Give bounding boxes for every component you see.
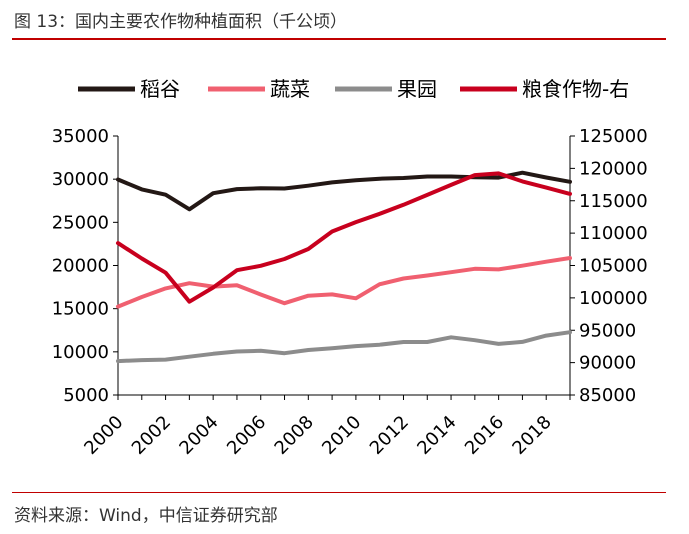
left-tick-label: 30000	[52, 169, 109, 190]
x-tick-label: 2018	[509, 412, 556, 459]
right-tick-label: 90000	[579, 353, 636, 374]
x-tick-label: 2010	[318, 412, 365, 459]
series-line-1	[116, 170, 572, 212]
chart-title: 图 13：国内主要农作物种植面积（千公顷）	[14, 12, 348, 32]
legend-label: 果园	[397, 77, 437, 101]
x-tick-label: 2006	[223, 412, 270, 459]
title-divider	[12, 38, 666, 40]
right-tick-label: 110000	[579, 223, 648, 244]
legend-label: 蔬菜	[270, 77, 310, 101]
left-tick-label: 20000	[52, 256, 109, 277]
x-tick-label: 2000	[80, 412, 127, 459]
legend-label: 稻谷	[140, 77, 180, 101]
left-tick-label: 10000	[52, 342, 109, 363]
right-tick-label: 85000	[579, 385, 636, 406]
x-tick-label: 2004	[175, 412, 222, 459]
x-tick-label: 2014	[413, 412, 460, 459]
source-note: 资料来源：Wind，中信证券研究部	[14, 506, 278, 526]
series-line-2	[116, 256, 572, 309]
left-tick-label: 25000	[52, 212, 109, 233]
footer-divider	[12, 492, 666, 493]
x-tick-label: 2008	[271, 412, 318, 459]
x-tick-label: 2012	[366, 412, 413, 459]
right-tick-label: 125000	[579, 126, 648, 147]
right-tick-label: 95000	[579, 320, 636, 341]
legend-label: 粮食作物-右	[522, 77, 629, 101]
left-tick-label: 35000	[52, 126, 109, 147]
right-tick-label: 105000	[579, 256, 648, 277]
series-line-4	[116, 171, 572, 304]
right-tick-label: 120000	[579, 158, 648, 179]
right-tick-label: 100000	[579, 288, 648, 309]
series-line-3	[116, 330, 572, 364]
right-tick-label: 115000	[579, 191, 648, 212]
x-tick-label: 2002	[128, 412, 175, 459]
x-tick-label: 2016	[461, 412, 508, 459]
left-tick-label: 15000	[52, 299, 109, 320]
left-tick-label: 5000	[63, 385, 109, 406]
